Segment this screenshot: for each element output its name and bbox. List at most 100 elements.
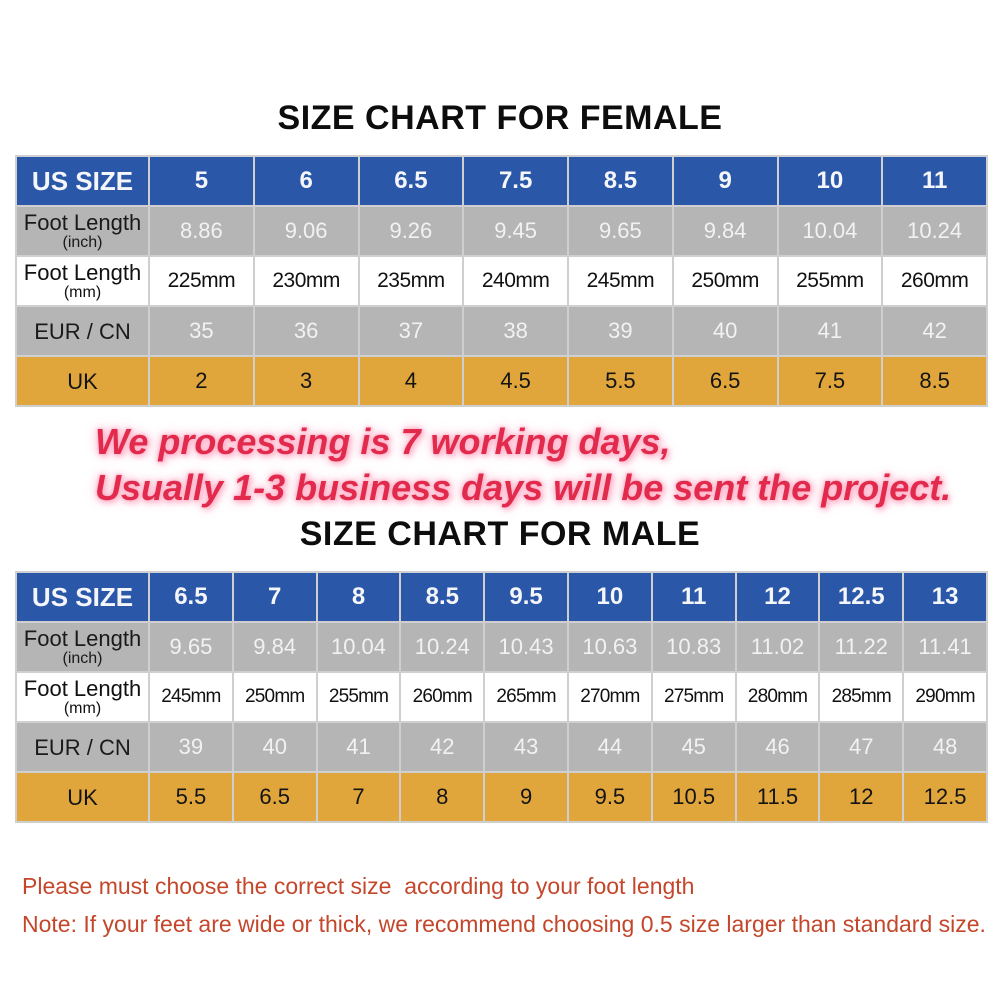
size-cell: 8 (315, 571, 402, 623)
size-cell: 11 (881, 155, 988, 207)
size-cell: 37 (357, 305, 465, 357)
size-cell: 9 (483, 771, 569, 823)
size-cell: 43 (483, 721, 569, 773)
size-cell: 270mm (566, 671, 653, 723)
size-cell: 280mm (734, 671, 821, 723)
size-cell: 245mm (567, 255, 674, 307)
size-cell: 260mm (881, 255, 988, 307)
size-cell: 5 (148, 155, 255, 207)
size-cell: 225mm (148, 255, 255, 307)
size-cell: 12 (818, 771, 905, 823)
size-cell: 9.84 (231, 621, 318, 673)
size-cell: 10.04 (315, 621, 402, 673)
size-cell: 12.5 (818, 571, 905, 623)
size-cell: 7 (231, 571, 318, 623)
size-cell: 7.5 (462, 155, 569, 207)
size-cell: 9.26 (357, 205, 465, 257)
size-cell: 235mm (357, 255, 465, 307)
row-label: Foot Length (inch) (15, 205, 150, 257)
size-cell: 9.45 (462, 205, 569, 257)
row-label: Foot Length (mm) (15, 255, 150, 307)
size-cell: 10.43 (483, 621, 569, 673)
size-cell: 6 (252, 155, 360, 207)
size-cell: 48 (902, 721, 988, 773)
size-cell: 12.5 (902, 771, 988, 823)
footer-notes: Please must choose the correct size acco… (0, 867, 1000, 943)
size-cell: 275mm (650, 671, 737, 723)
size-cell: 9.5 (566, 771, 653, 823)
size-cell: 10.83 (650, 621, 737, 673)
size-cell: 9.5 (483, 571, 569, 623)
table-row-white: Foot Length (mm) 245mm 250mm 255mm 260mm 265mm… (15, 671, 988, 723)
shipping-notice-line2: Usually 1-3 business days will be sent t… (95, 467, 952, 508)
table-row-gray: EUR / CN 39 40 41 42 43 44 45 46 47 48 (15, 721, 988, 773)
size-cell: 8 (399, 771, 486, 823)
size-cell: 9.65 (567, 205, 674, 257)
row-label: EUR / CN (15, 305, 150, 357)
row-label: Foot Length (mm) (15, 671, 150, 723)
row-label: EUR / CN (15, 721, 150, 773)
table-row-gray: Foot Length (inch) 8.86 9.06 9.26 9.45 9.65 9.8… (15, 205, 988, 257)
size-cell: 45 (650, 721, 737, 773)
size-cell: 6.5 (231, 771, 318, 823)
size-cell: 4 (357, 355, 465, 407)
row-label: US SIZE (15, 155, 150, 207)
size-cell: 35 (148, 305, 255, 357)
footer-note-wide-feet: Note: If your feet are wide or thick, we… (22, 911, 986, 937)
size-cell: 41 (776, 305, 884, 357)
size-cell: 11.22 (818, 621, 905, 673)
size-cell: 11 (650, 571, 737, 623)
size-cell: 10 (776, 155, 884, 207)
male-size-table: US SIZE 6.5 7 8 8.5 9.5 10 11 12 12.5 13 Foot Lengt… (15, 571, 988, 823)
size-cell: 8.86 (148, 205, 255, 257)
size-cell: 10.24 (881, 205, 988, 257)
table-row-header: US SIZE 6.5 7 8 8.5 9.5 10 11 12 12.5 13 (15, 571, 988, 623)
shipping-notice-line1: We processing is 7 working days, (95, 421, 671, 462)
table-row-gold: UK 5.5 6.5 7 8 9 9.5 10.5 11.5 12 12.5 (15, 771, 988, 823)
table-row-header: US SIZE 5 6 6.5 7.5 8.5 9 10 11 (15, 155, 988, 207)
size-cell: 8.5 (399, 571, 486, 623)
size-cell: 36 (252, 305, 360, 357)
table-row-gray: EUR / CN 35 36 37 38 39 40 41 42 (15, 305, 988, 357)
size-cell: 10 (566, 571, 653, 623)
size-cell: 10.24 (399, 621, 486, 673)
shipping-notice: We processing is 7 working days, Usually… (0, 419, 1000, 511)
table-row-white: Foot Length (mm) 225mm 230mm 235mm 240mm 245mm… (15, 255, 988, 307)
size-cell: 13 (902, 571, 988, 623)
size-cell: 285mm (818, 671, 905, 723)
size-cell: 11.41 (902, 621, 988, 673)
size-cell: 10.04 (776, 205, 884, 257)
row-label: UK (15, 355, 150, 407)
size-cell: 9.06 (252, 205, 360, 257)
female-chart-title: SIZE CHART FOR FEMALE (277, 99, 723, 137)
size-cell: 46 (734, 721, 821, 773)
size-cell: 245mm (148, 671, 234, 723)
size-cell: 10.63 (566, 621, 653, 673)
size-cell: 5.5 (567, 355, 674, 407)
size-cell: 250mm (671, 255, 779, 307)
size-cell: 2 (148, 355, 255, 407)
size-cell: 10.5 (650, 771, 737, 823)
size-cell: 44 (566, 721, 653, 773)
table-row-gray: Foot Length (inch) 9.65 9.84 10.04 10.24 10.43… (15, 621, 988, 673)
size-cell: 40 (231, 721, 318, 773)
size-cell: 42 (881, 305, 988, 357)
size-cell: 4.5 (462, 355, 569, 407)
size-cell: 240mm (462, 255, 569, 307)
size-cell: 41 (315, 721, 402, 773)
size-cell: 250mm (231, 671, 318, 723)
size-cell: 6.5 (357, 155, 465, 207)
size-cell: 38 (462, 305, 569, 357)
size-cell: 5.5 (148, 771, 234, 823)
female-size-table: US SIZE 5 6 6.5 7.5 8.5 9 10 11 Foot Length (inch)… (15, 155, 988, 407)
row-label: Foot Length (inch) (15, 621, 150, 673)
size-cell: 6.5 (148, 571, 234, 623)
size-cell: 230mm (252, 255, 360, 307)
table-row-gold: UK 2 3 4 4.5 5.5 6.5 7.5 8.5 (15, 355, 988, 407)
size-cell: 7.5 (776, 355, 884, 407)
footer-note-choose-size: Please must choose the correct size acco… (22, 873, 695, 899)
size-cell: 8.5 (881, 355, 988, 407)
size-cell: 255mm (315, 671, 402, 723)
size-cell: 9 (671, 155, 779, 207)
